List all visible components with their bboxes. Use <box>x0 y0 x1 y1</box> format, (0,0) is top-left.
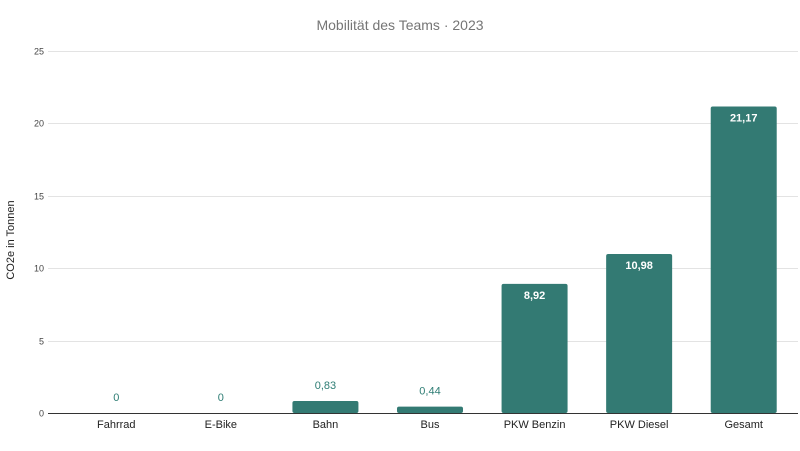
gridlines <box>48 51 798 342</box>
x-tick-label: PKW Diesel <box>610 419 669 431</box>
y-axis-ticks: 0 5 10 15 20 25 <box>34 47 44 419</box>
data-label: 0,44 <box>419 386 440 398</box>
data-label: 0 <box>113 392 119 404</box>
bar-bus <box>397 406 463 413</box>
y-tick-label: 10 <box>34 264 44 274</box>
bar-bahn <box>292 400 359 413</box>
chart-title: Mobilität des Teams · 2023 <box>316 17 483 33</box>
x-tick-label: Bus <box>421 419 440 431</box>
y-tick-label: 20 <box>34 119 44 129</box>
y-tick-label: 5 <box>39 337 44 347</box>
y-axis-label: CO2e in Tonnen <box>5 200 17 279</box>
bar-gesamt <box>710 106 777 413</box>
data-label: 21,17 <box>730 112 758 124</box>
x-axis-ticks: Fahrrad E-Bike Bahn Bus PKW Benzin PKW Diesel… <box>97 419 763 431</box>
data-label: 8,92 <box>524 290 545 302</box>
bars <box>292 106 777 413</box>
y-tick-label: 15 <box>34 192 44 202</box>
x-tick-label: Fahrrad <box>97 419 136 431</box>
data-label: 0 <box>218 392 224 404</box>
x-tick-label: PKW Benzin <box>504 419 566 431</box>
y-tick-label: 25 <box>34 47 44 57</box>
data-labels: 0 0 0,83 0,44 8,92 10,98 21,17 <box>113 112 757 404</box>
bar-pkw-diesel <box>606 254 673 413</box>
x-tick-label: Bahn <box>313 419 339 431</box>
data-label: 10,98 <box>625 260 653 272</box>
x-tick-label: E-Bike <box>205 419 237 431</box>
x-tick-label: Gesamt <box>724 419 763 431</box>
y-tick-label: 0 <box>39 409 44 419</box>
bar-pkw-benzin <box>501 283 568 413</box>
data-label: 0,83 <box>315 380 336 392</box>
